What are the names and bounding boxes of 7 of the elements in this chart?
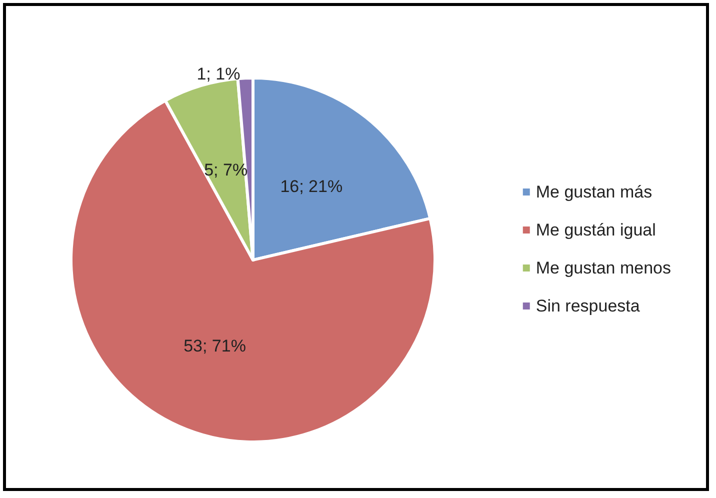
legend-label: Me gustan más xyxy=(536,182,652,202)
data-label: 1; 1% xyxy=(196,64,240,84)
data-label: 53; 71% xyxy=(184,336,246,356)
legend-label: Sin respuesta xyxy=(536,296,640,316)
data-label: 16; 21% xyxy=(280,176,343,196)
legend-label: Me gustán igual xyxy=(536,220,656,240)
legend-label: Me gustan menos xyxy=(536,258,672,278)
